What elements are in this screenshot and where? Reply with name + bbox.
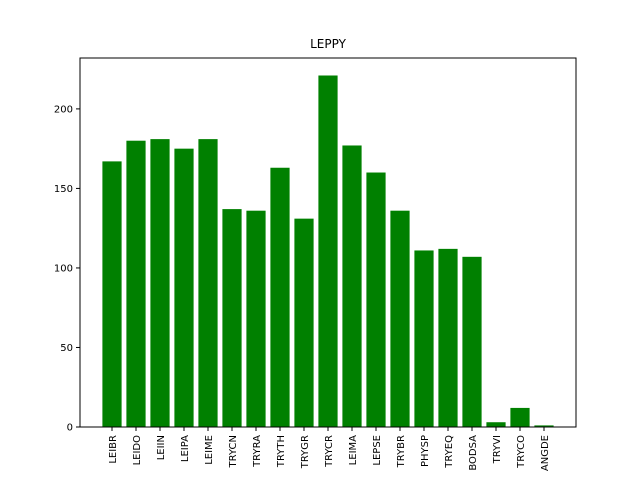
bar-leime bbox=[198, 139, 218, 427]
bar-leipa bbox=[174, 148, 194, 427]
bar-bodsa bbox=[462, 256, 482, 427]
x-tick-label-tryra: TRYRA bbox=[252, 435, 263, 468]
x-tick-label-lepse: LEPSE bbox=[372, 435, 383, 466]
x-tick-label-leipa: LEIPA bbox=[180, 435, 191, 462]
y-tick-label-100: 100 bbox=[54, 263, 73, 274]
x-tick-label-leime: LEIME bbox=[204, 435, 215, 465]
x-tick-label-leima: LEIMA bbox=[348, 435, 359, 465]
x-tick-label-tryth: TRYTH bbox=[276, 435, 287, 468]
x-tick-label-physp: PHYSP bbox=[420, 435, 431, 467]
bar-tryvi bbox=[486, 422, 506, 427]
bar-tryco bbox=[510, 407, 530, 427]
bar-angde bbox=[534, 425, 554, 427]
chart-title: LEPPY bbox=[310, 37, 346, 51]
bar-leiin bbox=[150, 139, 170, 427]
bar-trybr bbox=[390, 210, 410, 427]
y-tick-label-50: 50 bbox=[60, 343, 73, 354]
plot-frame bbox=[79, 57, 577, 428]
bars-group bbox=[102, 75, 554, 428]
x-tick-label-leido: LEIDO bbox=[132, 435, 143, 466]
bar-lepse bbox=[366, 172, 386, 427]
bar-tryeq bbox=[438, 248, 458, 427]
bar-leido bbox=[126, 140, 146, 427]
x-tick-label-angde: ANGDE bbox=[540, 435, 551, 471]
x-tick-label-trycr: TRYCR bbox=[324, 435, 335, 468]
x-tick-label-trycn: TRYCN bbox=[228, 435, 239, 468]
bar-leima bbox=[342, 145, 362, 427]
x-axis: LEIBR LEIDO LEIIN LEIPA LEIME TRYCN TRYRA TRYTH… bbox=[108, 427, 551, 471]
x-tick-label-tryvi: TRYVI bbox=[492, 435, 503, 464]
bar-leibr bbox=[102, 161, 122, 428]
bar-tryth bbox=[270, 167, 290, 427]
x-tick-label-leibr: LEIBR bbox=[108, 435, 119, 464]
x-tick-label-trybr: TRYBR bbox=[396, 435, 407, 468]
bar-tryra bbox=[246, 210, 266, 427]
x-tick-label-tryco: TRYCO bbox=[516, 435, 527, 469]
bar-trycr bbox=[318, 75, 338, 427]
x-tick-label-bodsa: BODSA bbox=[468, 435, 479, 471]
y-tick-label-200: 200 bbox=[54, 104, 73, 115]
y-tick-label-150: 150 bbox=[54, 184, 73, 195]
y-axis: 0 50 100 150 200 bbox=[54, 104, 80, 434]
x-tick-label-tryeq: TRYEQ bbox=[444, 435, 455, 469]
x-tick-label-trygr: TRYGR bbox=[300, 435, 311, 469]
bar-trygr bbox=[294, 218, 314, 427]
bar-physp bbox=[414, 250, 434, 427]
x-tick-label-leiin: LEIIN bbox=[156, 435, 167, 460]
bar-trycn bbox=[222, 209, 242, 427]
y-tick-label-0: 0 bbox=[67, 423, 73, 434]
